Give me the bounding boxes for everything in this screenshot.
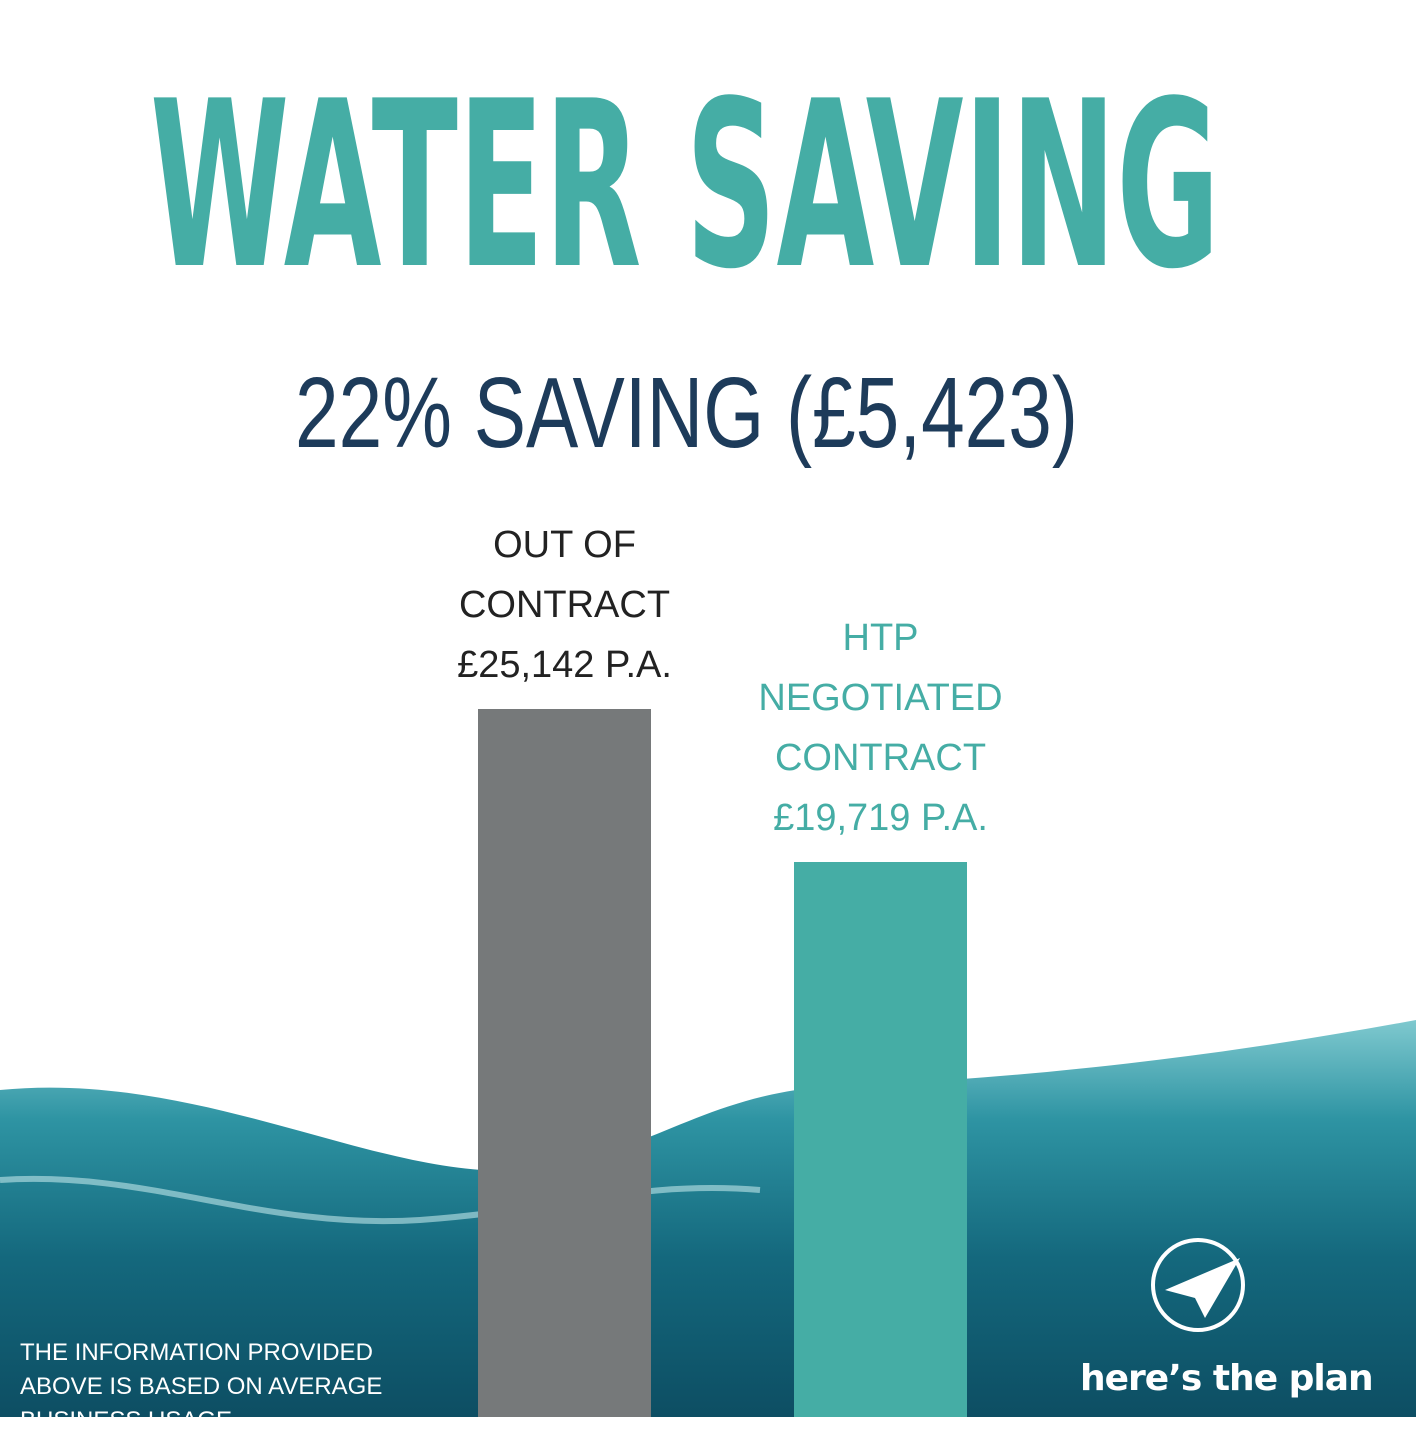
chart-subtitle: 22% SAVING (£5,423) [295, 357, 1078, 469]
footnote: THE INFORMATION PROVIDED ABOVE IS BASED … [20, 1339, 383, 1434]
chart-title: WATER SAVING [150, 53, 1220, 320]
category-label: HTP NEGOTIATED CONTRACT [758, 616, 1003, 779]
value-label: £19,719 P.A. [773, 796, 988, 839]
bar [794, 861, 967, 1417]
value-label: £25,142 P.A. [457, 644, 672, 686]
bar-label: HTP NEGOTIATED CONTRACT £19,719 P.A. [741, 608, 1021, 848]
logo-icon [1151, 1238, 1245, 1332]
bar [478, 709, 651, 1417]
bar-label: OUT OF CONTRACT £25,142 P.A. [425, 515, 705, 695]
logo-text: here’s the plan [1080, 1358, 1374, 1399]
water [0, 1020, 1416, 1417]
category-label: OUT OF CONTRACT [458, 524, 671, 626]
